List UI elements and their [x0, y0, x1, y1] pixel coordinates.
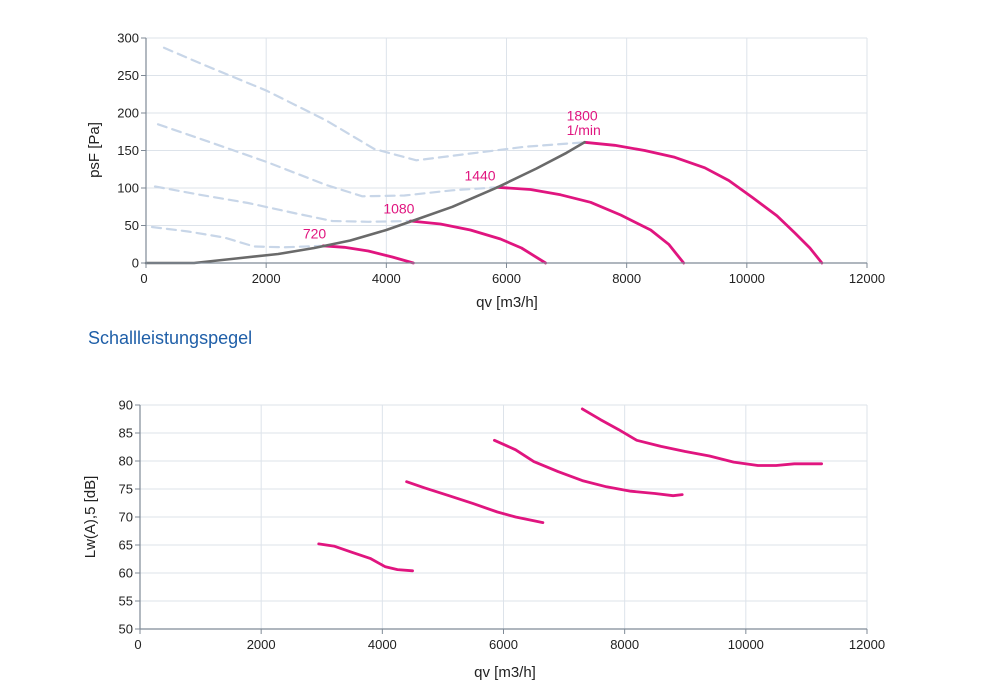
x-tick-label: 0 [140, 271, 147, 286]
x-tick-label: 12000 [849, 637, 885, 652]
speed-label-720: 720 [303, 225, 327, 241]
y-axis-label: Lw(A),5 [dB] [82, 476, 99, 559]
sound-curves [317, 407, 823, 573]
y-tick-label: 75 [119, 482, 133, 497]
dashed-curve [162, 46, 586, 162]
x-tick-label: 6000 [489, 637, 518, 652]
x-tick-label: 2000 [252, 271, 281, 286]
y-tick-label: 150 [117, 143, 139, 158]
y-tick-label: 65 [119, 538, 133, 553]
dashed-curve [150, 225, 325, 249]
x-tick-label: 8000 [612, 271, 641, 286]
speed-curves [144, 140, 824, 265]
pressure-chart: 0 2000 4000 6000 8000 10000 12000 0 50 100 150 200 2… [86, 31, 885, 312]
x-tick-label: 4000 [372, 271, 401, 286]
operating-line [144, 141, 586, 265]
grid [146, 37, 868, 263]
grid [140, 404, 868, 629]
axes [135, 404, 868, 634]
y-tick-label: 200 [117, 106, 139, 121]
speed-curve-1440 [496, 185, 686, 265]
y-tick-label: 300 [117, 31, 139, 46]
y-tick-label: 0 [132, 256, 139, 271]
sound-power-chart: 0 2000 4000 6000 8000 10000 12000 50 55 60 65 70 75 8… [82, 398, 886, 682]
dashed-curve [156, 123, 499, 198]
x-tick-label: 12000 [849, 271, 885, 286]
speed-curve-1080 [405, 480, 545, 525]
tick-labels: 0 2000 4000 6000 8000 10000 12000 0 50 100 150 200 2… [117, 31, 885, 287]
y-tick-label: 70 [119, 510, 133, 525]
x-tick-label: 6000 [492, 271, 521, 286]
speed-curve-1440 [492, 438, 684, 498]
x-tick-label: 4000 [368, 637, 397, 652]
x-tick-label: 0 [134, 637, 141, 652]
x-tick-label: 2000 [247, 637, 276, 652]
x-axis-label: qv [m3/h] [476, 294, 538, 311]
speed-curve-720 [321, 244, 415, 265]
x-tick-label: 10000 [729, 271, 765, 286]
speed-curve-1800 [580, 407, 823, 467]
tick-labels: 0 2000 4000 6000 8000 10000 12000 50 55 60 65 70 75 8… [119, 398, 886, 653]
x-tick-label: 10000 [728, 637, 764, 652]
y-tick-label: 250 [117, 68, 139, 83]
speed-curve-1080 [408, 219, 547, 265]
speed-curve-720 [317, 542, 415, 573]
x-axis-label: qv [m3/h] [474, 664, 536, 681]
speed-label-1440: 1440 [464, 168, 495, 184]
dashed-curve [153, 185, 412, 223]
x-tick-label: 8000 [610, 637, 639, 652]
y-tick-label: 50 [125, 218, 139, 233]
speed-label-1800: 1800 [567, 108, 598, 124]
y-axis-label: psF [Pa] [86, 122, 103, 178]
y-tick-label: 60 [119, 566, 133, 581]
y-tick-label: 85 [119, 426, 133, 441]
y-tick-label: 80 [119, 454, 133, 469]
axes [141, 37, 868, 268]
y-tick-label: 50 [119, 622, 133, 637]
y-tick-label: 100 [117, 181, 139, 196]
y-tick-label: 90 [119, 398, 133, 413]
dashed-curves [150, 46, 586, 249]
speed-curve-1800 [583, 140, 824, 265]
speed-label-1080: 1080 [383, 201, 414, 217]
section-heading: Schallleistungspegel [88, 328, 253, 348]
y-tick-label: 55 [119, 594, 133, 609]
unit-annotation: 1/min [567, 122, 601, 138]
